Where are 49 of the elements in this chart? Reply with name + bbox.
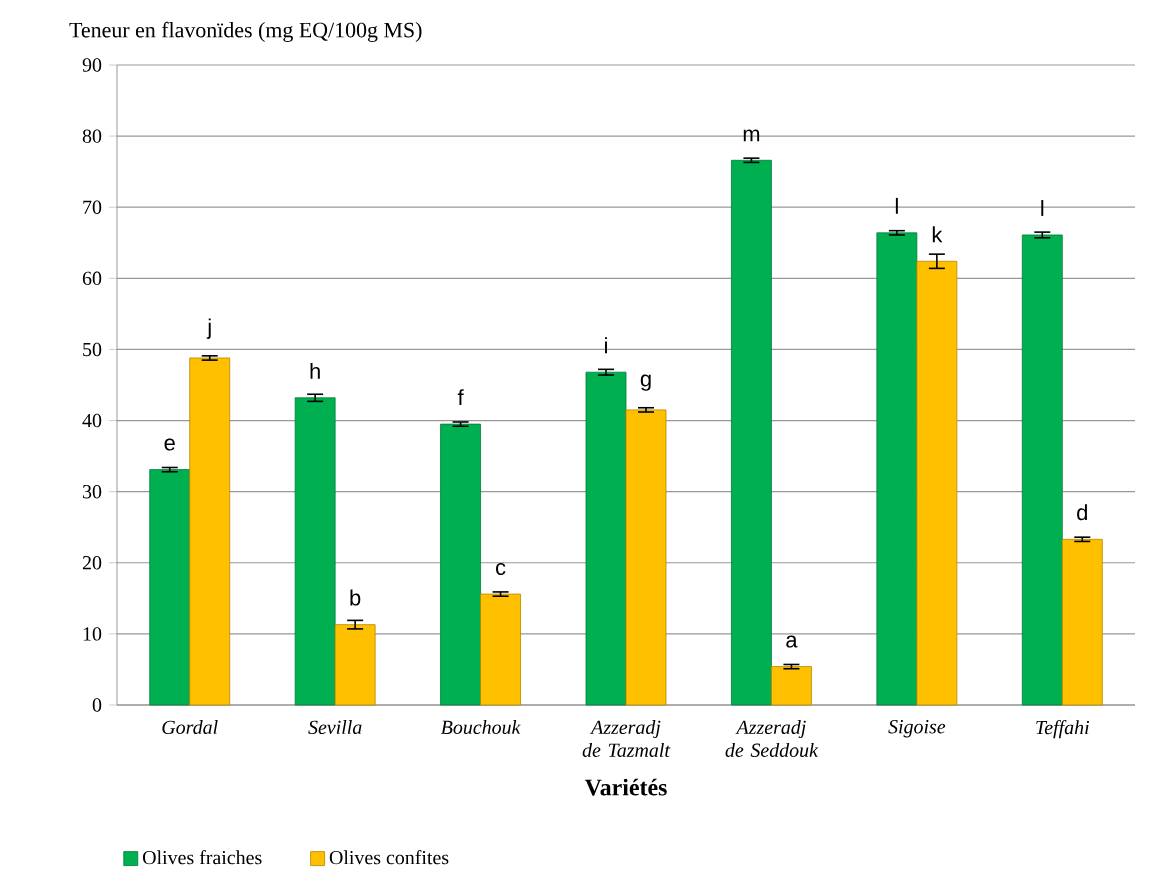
y-tick-label: 50 bbox=[83, 342, 102, 357]
bar bbox=[480, 593, 521, 706]
bar bbox=[149, 469, 191, 706]
x-tick-label: Azzeradj de Tazmalt bbox=[582, 720, 671, 757]
data-label: i bbox=[605, 337, 607, 354]
y-tick-label: 30 bbox=[83, 484, 102, 499]
data-label: e bbox=[164, 438, 175, 451]
y-tick-label: 90 bbox=[82, 58, 102, 72]
bar bbox=[731, 159, 772, 706]
x-axis-title: Variétés bbox=[584, 778, 667, 796]
data-label: f bbox=[457, 389, 464, 406]
data-label: l bbox=[895, 197, 898, 214]
y-tick-label: 10 bbox=[83, 627, 102, 641]
y-tick-label: 0 bbox=[92, 698, 102, 712]
bar bbox=[440, 423, 481, 706]
data-label: j bbox=[206, 318, 211, 339]
data-label: h bbox=[310, 362, 320, 379]
x-tick-label: Teffahi bbox=[1036, 720, 1090, 739]
bar bbox=[585, 371, 627, 706]
x-tick-label: Bouchouk bbox=[440, 720, 521, 735]
bar bbox=[1061, 538, 1103, 706]
y-tick-label: 20 bbox=[82, 556, 102, 570]
data-label: m bbox=[743, 129, 760, 142]
x-tick-label: Gordal bbox=[162, 720, 218, 735]
bar bbox=[334, 624, 376, 706]
data-label: g bbox=[640, 374, 651, 391]
x-tick-label: Azzeradj de Seddouk bbox=[725, 720, 819, 757]
bar bbox=[771, 666, 812, 706]
bar bbox=[189, 357, 231, 706]
bar bbox=[294, 397, 336, 706]
data-label: c bbox=[496, 563, 506, 576]
legend-label: Olives confites bbox=[329, 850, 449, 865]
data-label: b bbox=[350, 589, 361, 606]
y-tick-label: 40 bbox=[82, 413, 102, 428]
y-tick-label: 60 bbox=[82, 271, 102, 286]
bar bbox=[916, 260, 958, 706]
y-axis-title: Teneur en flavonïdes (mg EQ/100g MS) bbox=[69, 21, 422, 42]
bar bbox=[1021, 234, 1063, 706]
legend-label: Olives fraiches bbox=[142, 850, 262, 865]
data-label: d bbox=[1077, 504, 1087, 521]
data-label: k bbox=[932, 226, 943, 243]
x-tick-label: Sevilla bbox=[308, 720, 362, 735]
bar bbox=[876, 232, 918, 706]
y-tick-label: 80 bbox=[82, 129, 102, 143]
y-tick-label: 70 bbox=[83, 200, 102, 214]
bar bbox=[625, 409, 667, 706]
data-label: a bbox=[786, 635, 798, 648]
x-tick-label: Sigoise bbox=[888, 720, 946, 738]
data-label: l bbox=[1041, 200, 1044, 216]
